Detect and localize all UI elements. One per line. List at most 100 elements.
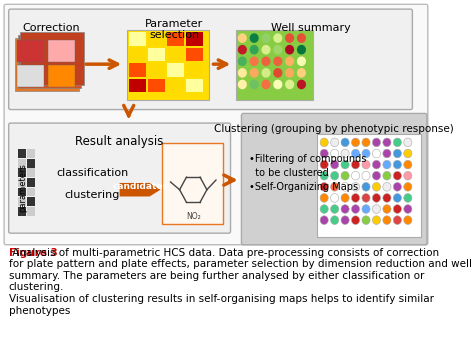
Circle shape (404, 160, 412, 169)
Circle shape (262, 45, 271, 55)
Circle shape (393, 171, 401, 180)
Circle shape (341, 138, 349, 147)
FancyBboxPatch shape (317, 134, 420, 237)
Circle shape (262, 56, 271, 66)
Circle shape (320, 182, 328, 191)
Circle shape (273, 80, 283, 89)
Circle shape (320, 138, 328, 147)
Bar (18, 197, 26, 206)
Circle shape (330, 205, 339, 213)
Circle shape (341, 160, 349, 169)
Circle shape (262, 68, 271, 78)
Bar (186, 79, 203, 92)
Circle shape (351, 216, 360, 225)
FancyArrow shape (119, 183, 161, 196)
Circle shape (373, 182, 381, 191)
Bar (27, 188, 35, 196)
Bar (27, 169, 35, 177)
Circle shape (373, 149, 381, 158)
Circle shape (351, 182, 360, 191)
Circle shape (404, 193, 412, 202)
Circle shape (404, 171, 412, 180)
Circle shape (330, 216, 339, 225)
FancyBboxPatch shape (9, 123, 230, 233)
Circle shape (362, 138, 370, 147)
Circle shape (238, 80, 247, 89)
Text: Correction: Correction (23, 23, 80, 32)
Circle shape (238, 33, 247, 43)
FancyBboxPatch shape (48, 65, 75, 87)
Circle shape (351, 171, 360, 180)
Circle shape (297, 68, 306, 78)
FancyBboxPatch shape (241, 113, 427, 245)
Bar (27, 197, 35, 206)
Bar (27, 207, 35, 216)
Text: NO₂: NO₂ (186, 212, 201, 221)
FancyBboxPatch shape (9, 9, 412, 109)
Circle shape (320, 216, 328, 225)
Circle shape (383, 171, 391, 180)
Circle shape (285, 45, 294, 55)
Circle shape (341, 193, 349, 202)
FancyBboxPatch shape (236, 30, 313, 100)
Circle shape (404, 205, 412, 213)
Circle shape (285, 80, 294, 89)
Bar (148, 32, 165, 46)
Circle shape (330, 193, 339, 202)
Circle shape (362, 182, 370, 191)
Circle shape (383, 149, 391, 158)
Bar (18, 159, 26, 168)
Text: Analysis of multi-parametric HCS data. Data pre-processing consists of correctio: Analysis of multi-parametric HCS data. D… (9, 248, 472, 316)
Circle shape (250, 68, 259, 78)
Circle shape (297, 45, 306, 55)
Circle shape (297, 33, 306, 43)
FancyBboxPatch shape (48, 40, 75, 62)
FancyBboxPatch shape (15, 38, 79, 91)
Circle shape (330, 149, 339, 158)
Circle shape (297, 56, 306, 66)
Circle shape (383, 216, 391, 225)
Circle shape (373, 160, 381, 169)
Bar (148, 79, 165, 92)
Circle shape (404, 149, 412, 158)
Circle shape (250, 33, 259, 43)
Circle shape (273, 56, 283, 66)
Text: Result analysis: Result analysis (75, 135, 164, 148)
Circle shape (383, 193, 391, 202)
Circle shape (362, 205, 370, 213)
Circle shape (330, 182, 339, 191)
Circle shape (262, 33, 271, 43)
Circle shape (262, 80, 271, 89)
Circle shape (393, 149, 401, 158)
Bar (18, 207, 26, 216)
Circle shape (330, 171, 339, 180)
Circle shape (320, 171, 328, 180)
Bar (128, 48, 146, 61)
Bar (167, 79, 184, 92)
Text: Figure 3: Figure 3 (9, 248, 57, 258)
Circle shape (320, 193, 328, 202)
FancyBboxPatch shape (18, 35, 82, 88)
Circle shape (362, 149, 370, 158)
FancyBboxPatch shape (162, 143, 223, 225)
Bar (128, 63, 146, 77)
Circle shape (362, 160, 370, 169)
Circle shape (341, 171, 349, 180)
Circle shape (351, 160, 360, 169)
Bar (27, 178, 35, 187)
Circle shape (393, 160, 401, 169)
Circle shape (330, 138, 339, 147)
Circle shape (250, 45, 259, 55)
Circle shape (373, 205, 381, 213)
Bar (167, 48, 184, 61)
Circle shape (404, 138, 412, 147)
Circle shape (362, 171, 370, 180)
Circle shape (238, 68, 247, 78)
Circle shape (383, 138, 391, 147)
Circle shape (362, 193, 370, 202)
Circle shape (373, 193, 381, 202)
Bar (167, 63, 184, 77)
FancyBboxPatch shape (127, 30, 209, 100)
Bar (186, 48, 203, 61)
Circle shape (285, 56, 294, 66)
